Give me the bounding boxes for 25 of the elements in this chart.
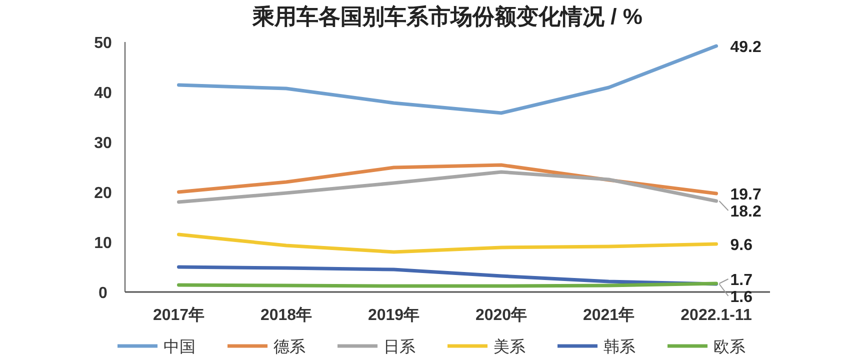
y-tick-label: 10	[94, 235, 112, 252]
y-tick-label: 20	[94, 185, 112, 202]
data-label: 1.7	[730, 272, 753, 289]
x-tick-label: 2022.1-11	[680, 307, 752, 324]
legend-label: 欧系	[714, 338, 746, 356]
legend-label: 中国	[164, 338, 196, 356]
legend-label: 韩系	[604, 338, 636, 356]
data-label: 9.6	[730, 237, 753, 254]
data-label: 18.2	[730, 204, 762, 220]
y-tick-label: 50	[94, 35, 112, 52]
x-tick-label: 2021年	[582, 306, 635, 324]
y-tick-label: 30	[94, 135, 112, 152]
x-tick-label: 2020年	[475, 306, 528, 324]
chart-title: 乘用车各国别车系市场份额变化情况 / %	[252, 4, 642, 29]
data-label: 19.7	[730, 186, 762, 204]
legend-label: 美系	[494, 338, 526, 356]
y-tick-label: 40	[94, 85, 112, 102]
data-label: 1.6	[730, 289, 753, 306]
x-tick-label: 2017年	[152, 306, 205, 324]
x-tick-label: 2018年	[260, 306, 312, 324]
legend-label: 日系	[384, 338, 416, 356]
y-tick-label: 0	[98, 285, 108, 302]
legend-label: 德系	[274, 338, 306, 356]
data-label: 49.2	[730, 39, 762, 56]
x-tick-label: 2019年	[368, 306, 420, 324]
